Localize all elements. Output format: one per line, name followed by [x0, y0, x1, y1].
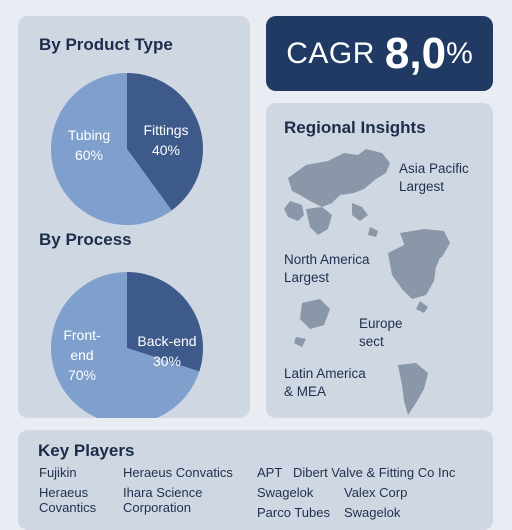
pie-slice-back-end	[127, 272, 203, 372]
key-players-title: Key Players	[38, 441, 135, 460]
player-name: Swagelok	[344, 505, 401, 520]
player-name: Swagelok	[257, 485, 314, 500]
player-name: APT	[257, 465, 283, 480]
pie-value-label: 30%	[153, 353, 181, 369]
pie-value-label: 70%	[68, 367, 96, 383]
pie-label: Back-end	[137, 333, 196, 349]
regional-insights-card: Regional Insights Asia Pacific Largest N…	[266, 103, 493, 418]
world-map-icon	[284, 149, 450, 415]
region-name: Latin America	[284, 366, 366, 381]
pie-slice-front-end	[51, 272, 200, 418]
region-north-america: North America Largest	[284, 251, 370, 287]
segmentation-card: By Product Type Tubing 60% Fittings 40% By …	[18, 16, 250, 418]
cagr-label: CAGR	[286, 36, 375, 70]
player-name: Parco Tubes	[257, 505, 330, 520]
product-type-title: By Product Type	[39, 35, 173, 54]
cagr-unit: %	[446, 36, 473, 70]
player-name: Valex Corp	[344, 485, 408, 500]
pie-value-label: 60%	[75, 147, 103, 163]
region-asia-pacific: Asia Pacific Largest	[399, 160, 469, 196]
region-europe: Europe sect	[359, 315, 403, 351]
pie-label: end	[70, 347, 93, 363]
process-pie: Front-end 70% Back-end 30%	[51, 272, 203, 418]
region-name: North America	[284, 252, 370, 267]
region-latin-america: Latin America & MEA	[284, 365, 366, 401]
pie-label: Front-	[63, 327, 101, 343]
region-name: Asia Pacific	[399, 161, 469, 176]
region-note: & MEA	[284, 384, 327, 399]
pie-label: Tubing	[68, 127, 110, 143]
player-name: Heraeus	[39, 485, 89, 500]
player-name: Covantics	[39, 500, 97, 515]
pie-label: Fittings	[143, 122, 188, 138]
region-note: Largest	[284, 270, 330, 285]
product-type-pie: Tubing 60% Fittings 40%	[50, 73, 203, 226]
key-players-card: Key Players Fujikin Heraeus Convatics AP…	[18, 430, 493, 530]
pie-value-label: 40%	[152, 142, 180, 158]
player-name: Corporation	[123, 500, 191, 515]
player-name: Ihara Science	[123, 485, 203, 500]
process-title: By Process	[39, 230, 132, 249]
pie-slice-fittings	[127, 73, 203, 211]
pie-slice-tubing	[50, 73, 172, 226]
region-name: Europe	[359, 316, 403, 331]
region-note: sect	[359, 334, 384, 349]
regional-title: Regional Insights	[284, 118, 426, 137]
region-note: Largest	[399, 179, 445, 194]
player-name: Dibert Valve & Fitting Co Inc	[293, 465, 456, 480]
cagr-banner: CAGR 8,0 %	[266, 16, 493, 91]
player-name: Fujikin	[39, 465, 77, 480]
cagr-value: 8,0	[384, 28, 447, 78]
player-name: Heraeus Convatics	[123, 465, 233, 480]
